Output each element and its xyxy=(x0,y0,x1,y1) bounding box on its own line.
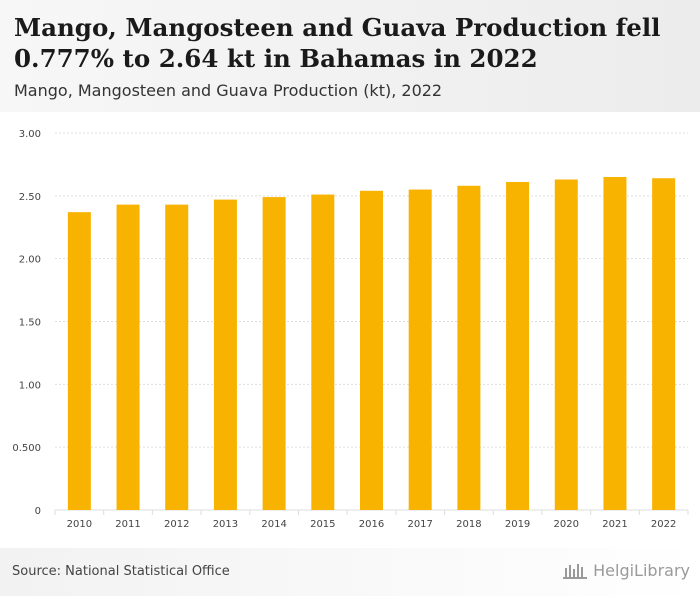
bar-2022 xyxy=(652,178,676,510)
bar-2018 xyxy=(457,185,481,510)
bar-2012 xyxy=(165,204,189,510)
x-tick-label: 2014 xyxy=(261,519,286,530)
bar-2017 xyxy=(408,189,432,511)
y-tick-label: 1.00 xyxy=(19,380,41,391)
y-tick-label: 1.50 xyxy=(19,318,41,329)
bar-2021 xyxy=(603,176,627,510)
bar-2019 xyxy=(506,182,530,510)
source-note: Source: National Statistical Office xyxy=(12,564,230,579)
x-tick-label: 2013 xyxy=(213,519,238,530)
bar-2010 xyxy=(67,212,91,511)
y-tick-label: 2.00 xyxy=(19,255,41,266)
y-axis-tick-labels: 0 0.500 1.00 1.50 2.00 2.50 3.00 xyxy=(12,129,41,517)
header-band: Mango, Mangosteen and Guava Production f… xyxy=(0,0,700,112)
library-icon xyxy=(563,563,588,579)
x-tick-label: 2017 xyxy=(407,519,432,530)
bar-2016 xyxy=(360,190,383,510)
bar-2013 xyxy=(213,199,237,510)
x-tick-label: 2015 xyxy=(310,519,335,530)
x-tick-label: 2010 xyxy=(67,519,92,530)
x-tick-label: 2020 xyxy=(554,519,579,530)
y-tick-label: 2.50 xyxy=(19,192,41,203)
bar-2020 xyxy=(554,179,578,510)
brand-name: HelgiLibrary xyxy=(593,561,690,580)
bars xyxy=(67,176,676,511)
x-tick-label: 2019 xyxy=(505,519,530,530)
bar-2014 xyxy=(262,197,286,510)
x-tick-label: 2016 xyxy=(359,519,384,530)
x-tick-label: 2018 xyxy=(456,519,481,530)
y-tick-label: 0.500 xyxy=(12,443,41,454)
x-tick-label: 2011 xyxy=(115,519,140,530)
bar-2011 xyxy=(116,204,140,510)
x-axis-tick-labels: 2010 2011 2012 2013 2014 2015 2016 2017 2018 2019… xyxy=(54,510,689,530)
brand-logo: HelgiLibrary xyxy=(562,561,690,580)
y-tick-label: 3.00 xyxy=(19,129,41,140)
footer-band xyxy=(0,548,700,596)
chart-subtitle: Mango, Mangosteen and Guava Production (… xyxy=(14,81,443,100)
bar-2015 xyxy=(311,194,335,510)
x-tick-label: 2022 xyxy=(651,519,676,530)
y-tick-label: 0 xyxy=(35,506,41,517)
x-tick-label: 2012 xyxy=(164,519,189,530)
chart-title: Mango, Mangosteen and Guava Production f… xyxy=(14,13,661,73)
x-tick-label: 2021 xyxy=(602,519,627,530)
